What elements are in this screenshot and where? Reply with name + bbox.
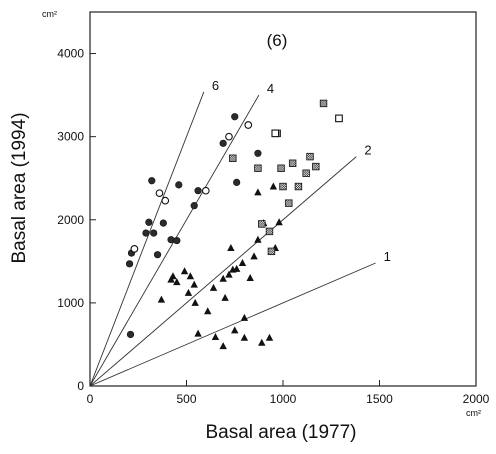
data-point-triangle	[269, 182, 278, 190]
x-tick-label: 2000	[463, 392, 490, 406]
reference-line-label: 6	[212, 78, 219, 93]
data-point-triangle	[169, 272, 177, 280]
data-point-hatched-square	[288, 159, 297, 167]
data-point-filled-circle	[233, 178, 241, 186]
data-point-open-circle	[225, 132, 233, 141]
data-point-triangle	[186, 272, 195, 280]
data-point-triangle	[204, 307, 212, 315]
data-point-triangle	[209, 283, 218, 291]
data-point-open-circle	[244, 121, 253, 129]
data-point-triangle	[219, 342, 227, 350]
data-point-filled-circle	[159, 219, 167, 227]
data-point-triangle	[190, 280, 198, 288]
data-point-filled-circle	[142, 229, 150, 237]
data-point-triangle	[254, 235, 262, 243]
x-tick-label: 500	[176, 392, 196, 406]
x-tick-label: 1000	[270, 392, 297, 406]
data-point-filled-circle	[126, 330, 135, 339]
data-point-filled-circle	[173, 236, 181, 245]
data-point-hatched-square	[319, 99, 328, 108]
data-point-filled-circle	[153, 251, 162, 259]
data-point-open-circle	[155, 189, 164, 198]
reference-line-label: 2	[364, 143, 371, 158]
x-axis-unit: cm²	[466, 408, 481, 418]
data-point-hatched-square	[254, 164, 262, 172]
reference-line	[89, 262, 376, 387]
reference-line-label: 4	[267, 81, 274, 96]
data-point-triangle	[254, 188, 262, 196]
data-point-hatched-square	[312, 162, 320, 171]
data-point-open-circle	[201, 186, 210, 195]
data-point-triangle	[258, 338, 266, 346]
y-axis-unit: cm²	[42, 9, 57, 19]
chart-title: (6)	[267, 31, 288, 50]
data-point-triangle	[157, 295, 166, 303]
x-axis-label: Basal area (1977)	[205, 422, 356, 443]
data-point-triangle	[265, 333, 274, 341]
data-point-triangle	[240, 333, 249, 341]
data-point-triangle	[173, 278, 181, 286]
reference-line-label: 1	[384, 249, 391, 264]
data-point-triangle	[231, 326, 239, 334]
data-point-hatched-square	[265, 227, 274, 236]
data-point-open-circle	[161, 196, 170, 205]
data-point-filled-circle	[194, 187, 202, 195]
data-point-filled-circle	[125, 260, 134, 268]
data-point-hatched-square	[294, 182, 303, 191]
x-tick-label: 0	[87, 392, 94, 406]
x-tick-label: 1500	[366, 392, 393, 406]
data-point-filled-circle	[175, 181, 183, 189]
y-tick-label: 1000	[57, 296, 84, 310]
data-point-triangle	[238, 258, 247, 266]
data-point-triangle	[194, 329, 202, 337]
data-point-triangle	[250, 252, 258, 260]
data-point-open-square	[335, 114, 343, 123]
data-point-hatched-square	[229, 154, 237, 162]
data-point-triangle	[184, 288, 193, 296]
data-point-open-square	[271, 129, 280, 138]
data-point-triangle	[180, 267, 189, 275]
y-tick-label: 2000	[57, 213, 84, 227]
data-point-filled-circle	[254, 149, 262, 157]
data-point-filled-circle	[190, 202, 198, 210]
data-point-triangle	[246, 273, 254, 281]
data-point-triangle	[229, 265, 237, 273]
data-point-triangle	[191, 298, 199, 306]
data-point-triangle	[221, 293, 229, 301]
data-point-filled-circle	[219, 139, 227, 147]
data-point-hatched-square	[302, 169, 310, 177]
data-points	[125, 99, 343, 350]
data-point-open-circle	[130, 245, 139, 253]
data-point-hatched-square	[277, 164, 285, 172]
data-point-filled-circle	[231, 113, 239, 121]
data-point-hatched-square	[279, 182, 287, 191]
reference-line	[89, 156, 357, 387]
reference-lines: 1 2 4 6	[89, 78, 391, 387]
y-tick-label: 0	[77, 379, 84, 393]
plot-frame	[89, 11, 477, 387]
data-point-filled-circle	[145, 218, 153, 226]
data-point-hatched-square	[258, 220, 266, 228]
data-point-triangle	[225, 270, 233, 278]
data-point-triangle	[227, 244, 235, 252]
axes: 0 500 1000 1500 2000 0 1000 2000 3000 4000	[57, 11, 490, 406]
data-point-triangle	[275, 218, 283, 226]
data-point-triangle	[211, 332, 220, 340]
data-point-triangle	[219, 274, 227, 282]
data-point-hatched-square	[285, 199, 293, 207]
data-point-filled-circle	[150, 229, 158, 237]
data-point-hatched-square	[306, 152, 314, 161]
y-axis-label: Basal area (1994)	[9, 112, 30, 263]
data-point-filled-circle	[148, 177, 156, 185]
data-point-triangle	[240, 313, 249, 321]
y-tick-label: 4000	[57, 47, 84, 61]
reference-line	[89, 91, 205, 387]
y-tick-label: 3000	[57, 130, 84, 144]
data-point-hatched-square	[267, 247, 276, 256]
